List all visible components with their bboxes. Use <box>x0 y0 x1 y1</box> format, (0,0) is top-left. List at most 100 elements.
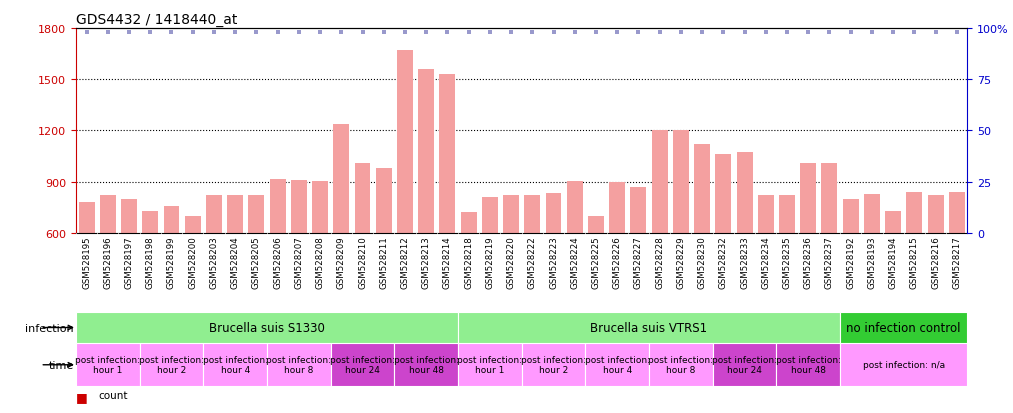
Text: GSM528194: GSM528194 <box>888 236 898 288</box>
Bar <box>333 124 349 233</box>
Bar <box>355 164 371 233</box>
Text: GSM528223: GSM528223 <box>549 236 558 288</box>
Bar <box>843 199 859 233</box>
Text: GSM528227: GSM528227 <box>634 236 643 288</box>
Bar <box>864 194 880 233</box>
Bar <box>79 203 94 233</box>
Bar <box>291 180 307 233</box>
Text: post infection:
hour 2: post infection: hour 2 <box>521 355 587 375</box>
Bar <box>928 196 943 233</box>
Text: post infection:
hour 1: post infection: hour 1 <box>75 355 141 375</box>
Bar <box>204 344 267 386</box>
Bar <box>758 196 774 233</box>
Bar <box>394 344 458 386</box>
Text: GSM528206: GSM528206 <box>274 236 282 288</box>
Text: GSM528199: GSM528199 <box>167 236 176 288</box>
Bar <box>184 216 201 233</box>
Bar <box>458 312 840 344</box>
Text: post infection:
hour 8: post infection: hour 8 <box>266 355 331 375</box>
Text: ■: ■ <box>76 390 88 403</box>
Text: Brucella suis S1330: Brucella suis S1330 <box>209 321 325 334</box>
Text: GSM528211: GSM528211 <box>379 236 388 288</box>
Bar <box>440 75 456 233</box>
Bar <box>376 169 392 233</box>
Bar <box>248 196 264 233</box>
Bar <box>418 70 435 233</box>
Bar <box>822 164 838 233</box>
Text: GSM528200: GSM528200 <box>188 236 198 288</box>
Text: infection: infection <box>25 323 74 333</box>
Text: post infection:
hour 4: post infection: hour 4 <box>585 355 649 375</box>
Text: GSM528224: GSM528224 <box>570 236 579 288</box>
Text: GSM528216: GSM528216 <box>931 236 940 288</box>
Text: GSM528230: GSM528230 <box>698 236 707 288</box>
Text: count: count <box>98 390 128 400</box>
Bar <box>267 344 330 386</box>
Text: Brucella suis VTRS1: Brucella suis VTRS1 <box>591 321 708 334</box>
Bar <box>840 312 967 344</box>
Bar <box>122 199 137 233</box>
Text: GSM528225: GSM528225 <box>592 236 601 288</box>
Bar <box>609 182 625 233</box>
Bar <box>546 193 561 233</box>
Bar <box>100 196 115 233</box>
Text: post infection:
hour 24: post infection: hour 24 <box>712 355 777 375</box>
Bar <box>715 155 731 233</box>
Bar <box>649 344 713 386</box>
Bar <box>163 206 179 233</box>
Text: GSM528228: GSM528228 <box>655 236 665 288</box>
Bar <box>76 312 458 344</box>
Bar <box>694 145 710 233</box>
Bar <box>458 344 522 386</box>
Bar <box>330 344 394 386</box>
Text: GSM528218: GSM528218 <box>464 236 473 288</box>
Bar <box>140 344 204 386</box>
Bar <box>840 344 967 386</box>
Bar <box>269 180 286 233</box>
Text: GSM528207: GSM528207 <box>295 236 303 288</box>
Bar <box>630 188 646 233</box>
Bar <box>206 196 222 233</box>
Bar <box>736 152 753 233</box>
Text: post infection:
hour 24: post infection: hour 24 <box>330 355 395 375</box>
Text: GSM528210: GSM528210 <box>358 236 367 288</box>
Text: GSM528229: GSM528229 <box>677 236 686 288</box>
Bar <box>397 51 413 233</box>
Text: GSM528232: GSM528232 <box>719 236 727 288</box>
Bar <box>776 344 840 386</box>
Text: time: time <box>49 360 74 370</box>
Bar <box>312 181 328 233</box>
Bar <box>588 216 604 233</box>
Text: GSM528222: GSM528222 <box>528 236 537 288</box>
Text: GSM528226: GSM528226 <box>613 236 622 288</box>
Bar <box>779 196 795 233</box>
Bar <box>651 131 668 233</box>
Text: post infection:
hour 48: post infection: hour 48 <box>394 355 459 375</box>
Bar <box>673 130 689 233</box>
Text: GSM528208: GSM528208 <box>316 236 324 288</box>
Bar <box>800 164 816 233</box>
Bar <box>522 344 586 386</box>
Text: GSM528234: GSM528234 <box>762 236 770 288</box>
Bar <box>503 196 519 233</box>
Bar <box>949 192 964 233</box>
Bar <box>76 344 140 386</box>
Text: GSM528204: GSM528204 <box>231 236 240 288</box>
Text: GSM528196: GSM528196 <box>103 236 112 288</box>
Bar <box>142 211 158 233</box>
Text: GSM528198: GSM528198 <box>146 236 155 288</box>
Text: GSM528195: GSM528195 <box>82 236 91 288</box>
Text: GSM528203: GSM528203 <box>210 236 219 288</box>
Text: post infection: n/a: post infection: n/a <box>863 361 945 369</box>
Text: GSM528237: GSM528237 <box>825 236 834 288</box>
Bar <box>907 192 922 233</box>
Text: GSM528217: GSM528217 <box>952 236 961 288</box>
Text: GSM528193: GSM528193 <box>867 236 876 288</box>
Text: GSM528235: GSM528235 <box>782 236 791 288</box>
Text: GDS4432 / 1418440_at: GDS4432 / 1418440_at <box>76 12 237 26</box>
Bar <box>461 213 476 233</box>
Text: GSM528197: GSM528197 <box>125 236 134 288</box>
Text: GSM528220: GSM528220 <box>506 236 516 288</box>
Text: post infection:
hour 8: post infection: hour 8 <box>648 355 713 375</box>
Text: GSM528212: GSM528212 <box>400 236 409 288</box>
